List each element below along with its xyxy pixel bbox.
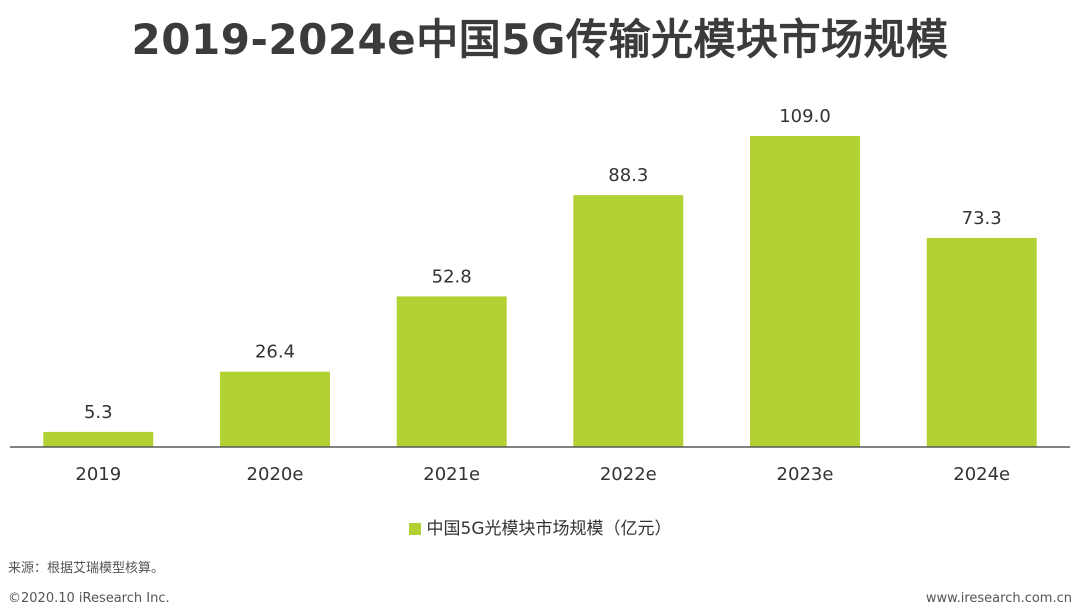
data-label-2021e: 52.8 <box>432 266 472 287</box>
bar-2023e <box>750 136 860 447</box>
x-tick-label-2020e: 2020e <box>247 464 304 485</box>
data-label-2019: 5.3 <box>84 402 113 423</box>
legend-label: 中国5G光模块市场规模（亿元） <box>426 519 672 539</box>
legend-swatch <box>408 523 421 535</box>
data-label-2023e: 109.0 <box>779 106 831 127</box>
bar-2020e <box>220 371 330 447</box>
bar-2022e <box>573 195 684 447</box>
source-note: 来源：根据艾瑞模型核算。 <box>8 561 165 576</box>
bar-2019 <box>43 431 154 447</box>
copyright: ©2020.10 iResearch Inc. <box>8 591 170 606</box>
bar-2021e <box>396 296 507 447</box>
data-label-2020e: 26.4 <box>255 342 295 363</box>
x-tick-label-2023e: 2023e <box>777 464 834 485</box>
data-label-2022e: 88.3 <box>608 165 648 186</box>
chart-title: 2019-2024e中国5G传输光模块市场规模 <box>131 15 949 64</box>
x-tick-label-2024e: 2024e <box>953 464 1010 485</box>
x-tick-label-2021e: 2021e <box>423 464 480 485</box>
bar-2024e <box>926 237 1037 447</box>
x-tick-label-2019: 2019 <box>75 464 121 485</box>
legend: 中国5G光模块市场规模（亿元） <box>0 514 1080 544</box>
x-tick-label-2022e: 2022e <box>600 464 657 485</box>
website: www.iresearch.com.cn <box>925 591 1072 606</box>
data-label-2024e: 73.3 <box>962 208 1002 229</box>
